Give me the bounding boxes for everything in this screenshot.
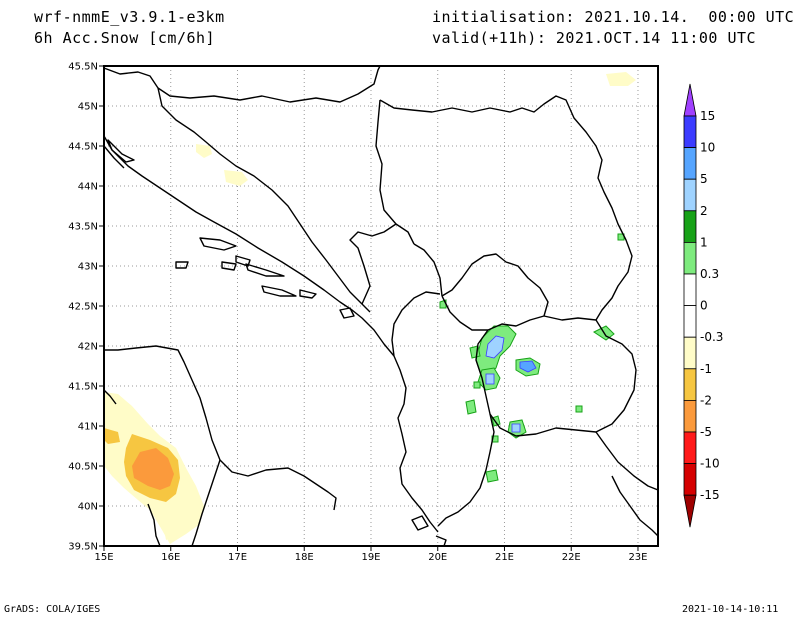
valid-time: valid(+11h): 2021.OCT.14 11:00 UTC [432, 29, 757, 47]
lat-tick-label: 44.5N [68, 142, 98, 153]
init-time: initialisation: 2021.10.14. 00:00 UTC [432, 8, 795, 26]
colorbar-label: -1 [700, 362, 712, 376]
colorbar-label: 1 [700, 235, 708, 249]
colorbar-box [683, 210, 697, 243]
footer-timestamp: 2021-10-14-10:11 [682, 604, 779, 615]
lat-tick-label: 40.5N [68, 462, 98, 473]
colorbar-box [683, 115, 697, 149]
colorbar-label: -2 [700, 393, 712, 407]
lat-tick-label: 43N [78, 262, 98, 273]
colorbar-box [683, 368, 697, 401]
colorbar-arrow-top [683, 83, 697, 117]
grid-lines [104, 66, 658, 546]
lat-tick-label: 45N [78, 102, 98, 113]
footer-credit: GrADS: COLA/IGES [4, 604, 101, 615]
lon-tick-label: 16E [161, 552, 180, 563]
colorbar-box [683, 399, 697, 433]
lat-tick-label: 40N [78, 502, 98, 513]
colorbar-label: 2 [700, 204, 708, 218]
lat-tick-label: 41N [78, 422, 98, 433]
colorbar-label: -5 [700, 425, 712, 439]
model-title: wrf-nmmE_v3.9.1-e3km [34, 8, 225, 26]
lon-tick-label: 15E [94, 552, 113, 563]
snow-shading [104, 72, 636, 544]
lon-tick-label: 22E [562, 552, 581, 563]
colorbar-label: 10 [700, 141, 715, 155]
lon-tick-label: 23E [628, 552, 647, 563]
colorbar-arrow-bottom [683, 494, 697, 528]
colorbar-labels: 15 10 5 2 1 0.3 0 -0.3 -1 -2 -5 -10 -15 [700, 109, 723, 502]
longitude-ticks: 15E 16E 17E 18E 19E 20E 21E 22E 23E [94, 546, 647, 563]
colorbar-label: 0.3 [700, 267, 719, 281]
lat-tick-label: 41.5N [68, 382, 98, 393]
lon-tick-label: 17E [228, 552, 247, 563]
lon-tick-label: 21E [495, 552, 514, 563]
colorbar-box [683, 273, 697, 307]
lon-tick-label: 19E [361, 552, 380, 563]
colorbar-box [683, 147, 697, 180]
lat-tick-label: 44N [78, 182, 98, 193]
latitude-ticks: 39.5N 40N 40.5N 41N 41.5N 42N 42.5N 43N 43.5N 44N… [68, 62, 104, 553]
colorbar [683, 83, 697, 528]
lat-tick-label: 43.5N [68, 222, 98, 233]
lat-tick-label: 42N [78, 342, 98, 353]
lat-tick-label: 45.5N [68, 62, 98, 73]
colorbar-box [683, 463, 697, 496]
colorbar-label: -10 [700, 457, 720, 471]
colorbar-box [683, 305, 697, 338]
colorbar-label: 5 [700, 172, 708, 186]
lat-tick-label: 39.5N [68, 542, 98, 553]
lon-tick-label: 20E [428, 552, 447, 563]
colorbar-label: -15 [700, 488, 720, 502]
colorbar-box [683, 336, 697, 370]
colorbar-label: -0.3 [700, 330, 723, 344]
colorbar-box [683, 178, 697, 212]
field-title: 6h Acc.Snow [cm/6h] [34, 29, 216, 47]
colorbar-box [683, 241, 697, 275]
coastlines-borders [104, 66, 658, 546]
lon-tick-label: 18E [295, 552, 314, 563]
colorbar-label: 0 [700, 299, 708, 313]
colorbar-box [683, 431, 697, 465]
lat-tick-label: 42.5N [68, 302, 98, 313]
colorbar-label: 15 [700, 109, 715, 123]
